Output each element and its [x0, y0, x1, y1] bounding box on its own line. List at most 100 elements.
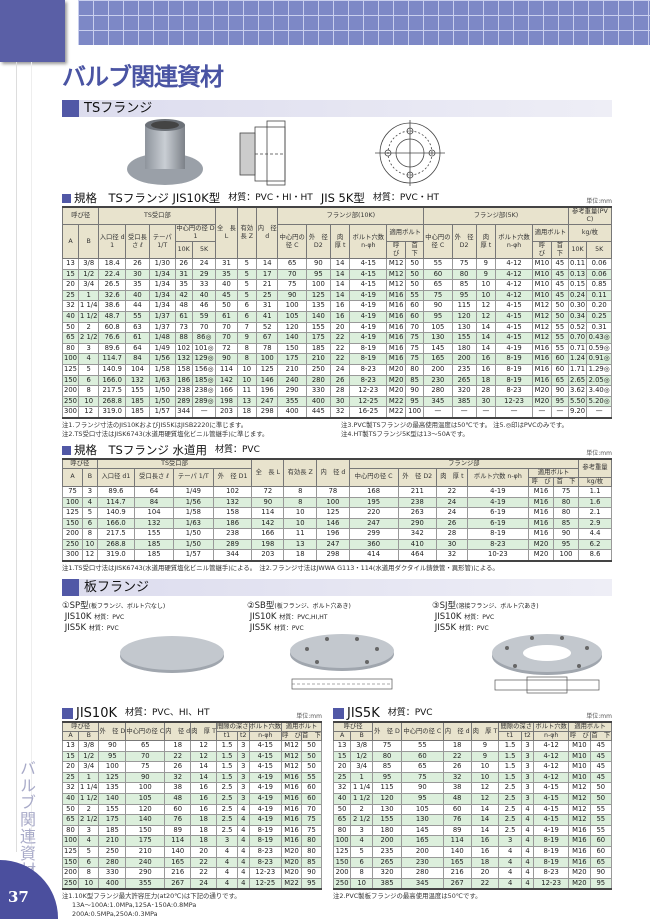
table-cell: 72	[251, 486, 285, 497]
table-cell: 84	[124, 353, 150, 365]
table-cell: 4	[237, 878, 250, 890]
table-cell: 1/34	[148, 269, 176, 280]
table-row: 150 6 265 230 165 18 4 4 8-19 M16 65	[332, 857, 613, 868]
table-cell: 40	[61, 793, 80, 805]
table-cell: 70	[277, 269, 307, 280]
column-header: 適用ボルト	[568, 721, 612, 733]
table-cell: 100	[305, 279, 331, 291]
table-cell: 38	[442, 782, 472, 794]
table-cell: M16	[386, 322, 407, 333]
table4-material: 材質：PVC	[387, 708, 433, 719]
table-cell: 2 1/2	[350, 814, 374, 826]
table-cell: 75	[553, 486, 580, 497]
table-cell: 8-19	[495, 375, 534, 386]
table-cell: 3	[215, 835, 239, 847]
table-cell: 155	[372, 814, 402, 826]
column-header: 全 長 L	[251, 457, 285, 487]
column-header: 肉 厚 T	[470, 721, 500, 742]
column-header: 10K	[174, 241, 193, 259]
table-cell: 100	[61, 835, 80, 847]
table-cell: 130	[451, 322, 477, 333]
column-header: 有効長 Z	[283, 457, 318, 487]
table-cell: 130	[372, 804, 402, 815]
table-cell: 100	[316, 497, 350, 508]
table-cell: 72	[215, 343, 238, 354]
table1-heading: 規格 TSフランジ JIS10K型 材質：PVC・HI・HT JIS 5K型 材質：P…	[62, 191, 612, 206]
table-cell: M10	[568, 740, 591, 752]
table-cell: 1.5	[498, 761, 522, 773]
table-cell: 175	[125, 835, 166, 847]
table-cell: 165	[164, 857, 192, 868]
table-cell: 20	[190, 846, 217, 858]
table-cell: 50	[300, 740, 323, 752]
column-header: 肉 厚 t	[329, 224, 351, 259]
table-cell: 32	[61, 782, 80, 794]
table-cell: 210	[305, 353, 331, 365]
table-row: 65 2 1/2 155 130 76 14 2.5 4 4-15 M12 55	[332, 814, 613, 826]
table-cell: 26	[442, 761, 472, 773]
table-cell: 75	[405, 332, 425, 344]
table-cell: 200	[61, 528, 84, 540]
table-cell: 145	[423, 343, 453, 354]
table-cell: 4-15	[533, 814, 570, 826]
standard: JIS10K	[249, 612, 277, 623]
table-cell: 142	[251, 518, 285, 529]
table-cell: 1/50	[172, 528, 214, 540]
table-cell: 18	[475, 375, 497, 386]
table-cell: 185	[124, 396, 150, 407]
table-cell: 125	[98, 772, 127, 783]
table-cell: 9	[475, 258, 497, 270]
table-cell: 18	[190, 814, 217, 826]
table-cell: 13	[332, 740, 352, 752]
table-cell: 217.5	[96, 528, 136, 540]
table-cell: 4	[215, 846, 239, 858]
table-cell: 1/34	[148, 290, 176, 301]
table-cell: 70	[405, 322, 425, 333]
column-header: 中心円の径 D1	[174, 224, 217, 242]
table-cell: 55	[550, 332, 569, 344]
type-desc: (板フランジ、ボルト穴あき)	[274, 603, 351, 611]
column-header: 首 下	[550, 241, 569, 259]
table-cell: 0.24	[567, 290, 588, 301]
table-row: 15 1/2 95 70 22 12 1.5 3 4-15 M12 50	[61, 751, 323, 762]
table-cell: 18	[283, 549, 318, 562]
table-cell: 132	[134, 518, 174, 529]
table-cell: 105	[423, 322, 453, 333]
column-header: 肉 厚 t	[475, 224, 497, 259]
table-cell: 140	[305, 311, 331, 323]
table-cell: M12	[281, 751, 302, 762]
table-cell: 30	[124, 269, 150, 280]
table-cell: 120	[451, 311, 477, 323]
table-cell: 8-23	[248, 857, 283, 868]
table-cell: 101◎	[191, 343, 217, 354]
table-cell: 16	[190, 793, 217, 805]
table-cell: 24	[190, 878, 217, 890]
table-cell: 40	[191, 290, 217, 301]
table1-note: 注2.TS受口寸法はJISK6743(水道用硬質塩化ビニル管継手)に準じます。	[62, 429, 269, 438]
column-header: t2	[237, 731, 250, 742]
table-cell: 2.5	[215, 825, 239, 836]
table-cell: 26	[174, 258, 193, 270]
type-name: ①SP型	[62, 601, 89, 612]
table-cell: 0.11	[586, 290, 612, 301]
column-header: 参考重量(PVC)	[567, 206, 613, 225]
table-cell: 64	[134, 486, 174, 497]
ts-flange-photo	[127, 119, 203, 185]
table-cell: 3	[498, 835, 522, 847]
table-cell: 95	[553, 539, 580, 550]
table-cell: 8-23	[466, 539, 530, 550]
table-cell: 114	[251, 507, 285, 519]
table-cell: 85	[372, 761, 402, 773]
table-cell: 4-15	[495, 311, 534, 323]
table-cell: 32	[436, 549, 468, 562]
table-cell: 132	[124, 375, 150, 386]
table-cell: 4	[215, 867, 239, 879]
table-cell: 89	[164, 825, 192, 836]
table-cell: 22	[190, 857, 217, 868]
table-cell: 0.15	[567, 279, 588, 291]
table-cell: 12-23	[495, 396, 534, 407]
table-row: 100 4 114.7 84 1/56 132 90 8 100 195 238 24 4-19 M16 8…	[61, 497, 612, 508]
column-header: ボルト穴数	[248, 721, 283, 733]
table-cell: M20	[281, 857, 302, 868]
